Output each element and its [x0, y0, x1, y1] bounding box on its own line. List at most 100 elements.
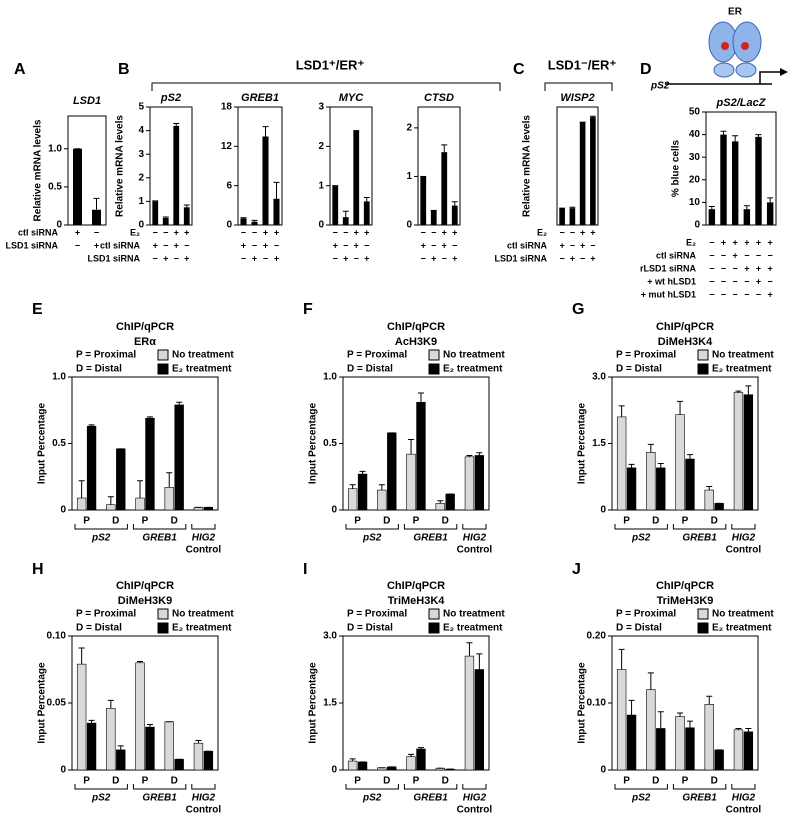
- bar: [766, 202, 774, 225]
- group-label: pS2: [91, 533, 111, 544]
- condition-label: LSD1 siRNA: [494, 253, 547, 263]
- error-bar: [166, 472, 173, 488]
- error-bar: [107, 496, 114, 505]
- error-bar: [476, 653, 483, 670]
- y-axis-label: Input Percentage: [308, 662, 319, 744]
- y-tick-label: 0: [56, 220, 62, 231]
- y-tick-label: 2: [406, 123, 412, 134]
- condition-mark: −: [768, 276, 773, 286]
- y-axis-label: Relative mRNA levels: [522, 115, 533, 217]
- error-bar: [88, 424, 95, 427]
- panel-letter: H: [32, 561, 44, 578]
- y-tick-label: 0: [694, 220, 700, 231]
- note: D = Distal: [76, 623, 122, 634]
- panel-letter: J: [572, 561, 581, 578]
- legend-swatch: [697, 363, 709, 375]
- bar: [474, 669, 485, 771]
- condition-label: E₂: [537, 227, 547, 237]
- condition-mark: +: [274, 227, 279, 237]
- y-axis-label: Input Percentage: [308, 403, 319, 485]
- y-tick-label: 0.10: [587, 698, 607, 709]
- error-bar: [162, 216, 169, 218]
- error-bar: [677, 712, 684, 717]
- error-bar: [755, 134, 762, 137]
- y-tick-label: 0.10: [47, 631, 67, 642]
- y-tick-label: 0: [600, 505, 606, 516]
- panel-letter: E: [32, 301, 43, 318]
- condition-mark: −: [252, 227, 257, 237]
- y-tick-label: 0: [60, 505, 66, 516]
- group-bracket: [403, 784, 458, 790]
- condition-mark: +: [442, 227, 447, 237]
- error-bar: [466, 454, 473, 457]
- bar: [616, 669, 627, 771]
- chart-subtitle: TriMeH3K9: [657, 595, 714, 607]
- condition-mark: −: [721, 289, 726, 299]
- error-bar: [342, 210, 349, 218]
- condition-label: ctl siRNA: [100, 240, 141, 250]
- y-axis-label: % blue cells: [671, 139, 682, 197]
- bar: [435, 503, 445, 511]
- error-bar: [349, 484, 356, 489]
- error-bar: [408, 753, 415, 757]
- bar: [164, 487, 174, 511]
- bar: [193, 742, 204, 771]
- chart-subtitle: ERα: [134, 336, 156, 348]
- legend-swatch: [428, 349, 440, 361]
- condition-mark: +: [354, 240, 359, 250]
- condition-label: rLSD1 siRNA: [640, 263, 697, 273]
- bar: [357, 761, 368, 771]
- legend-swatch: [428, 608, 440, 620]
- condition-mark: −: [421, 253, 426, 263]
- note: P = Proximal: [76, 350, 136, 361]
- condition-mark: +: [184, 227, 189, 237]
- bar: [704, 704, 714, 771]
- condition-mark: −: [768, 250, 773, 260]
- condition-mark: +: [756, 237, 761, 247]
- plot-frame: [329, 106, 373, 226]
- condition-mark: +: [421, 240, 426, 250]
- condition-mark: −: [580, 253, 585, 263]
- y-tick-label: 1.5: [592, 438, 606, 449]
- bar: [332, 185, 339, 225]
- condition-mark: +: [768, 289, 773, 299]
- condition-mark: −: [364, 240, 369, 250]
- bar: [162, 217, 169, 225]
- condition-mark: −: [744, 250, 749, 260]
- group-bracket: [74, 784, 128, 790]
- error-bar: [569, 206, 576, 209]
- y-tick-label: 10: [689, 197, 701, 208]
- bar: [387, 432, 397, 511]
- condition-mark: −: [721, 250, 726, 260]
- bar: [174, 404, 184, 511]
- condition-mark: +: [364, 227, 369, 237]
- condition-mark: −: [241, 253, 246, 263]
- error-bar: [589, 115, 596, 118]
- bar: [714, 749, 724, 771]
- group-label: GREB1: [413, 793, 448, 804]
- bar: [203, 750, 214, 771]
- condition-mark: −: [263, 253, 268, 263]
- legend-swatch: [428, 622, 440, 634]
- error-bar: [466, 642, 473, 657]
- bar: [569, 208, 576, 225]
- group-bracket: [345, 784, 399, 790]
- bar: [135, 497, 145, 511]
- bar: [106, 708, 116, 771]
- error-bar: [408, 439, 415, 455]
- condition-mark: −: [452, 240, 457, 250]
- bar: [164, 721, 174, 771]
- condition-label: + mut hLSD1: [641, 289, 696, 299]
- condition-mark: −: [174, 253, 179, 263]
- condition-mark: +: [354, 227, 359, 237]
- bar: [675, 414, 685, 511]
- x-tick-label: P: [682, 516, 689, 527]
- bar: [240, 218, 247, 225]
- bar: [714, 503, 724, 511]
- bar: [685, 458, 695, 511]
- chart-title: LSD1: [73, 95, 101, 107]
- error-bar: [647, 672, 654, 690]
- bar: [106, 504, 116, 511]
- legend-label: No treatment: [172, 350, 234, 361]
- bar: [656, 467, 666, 511]
